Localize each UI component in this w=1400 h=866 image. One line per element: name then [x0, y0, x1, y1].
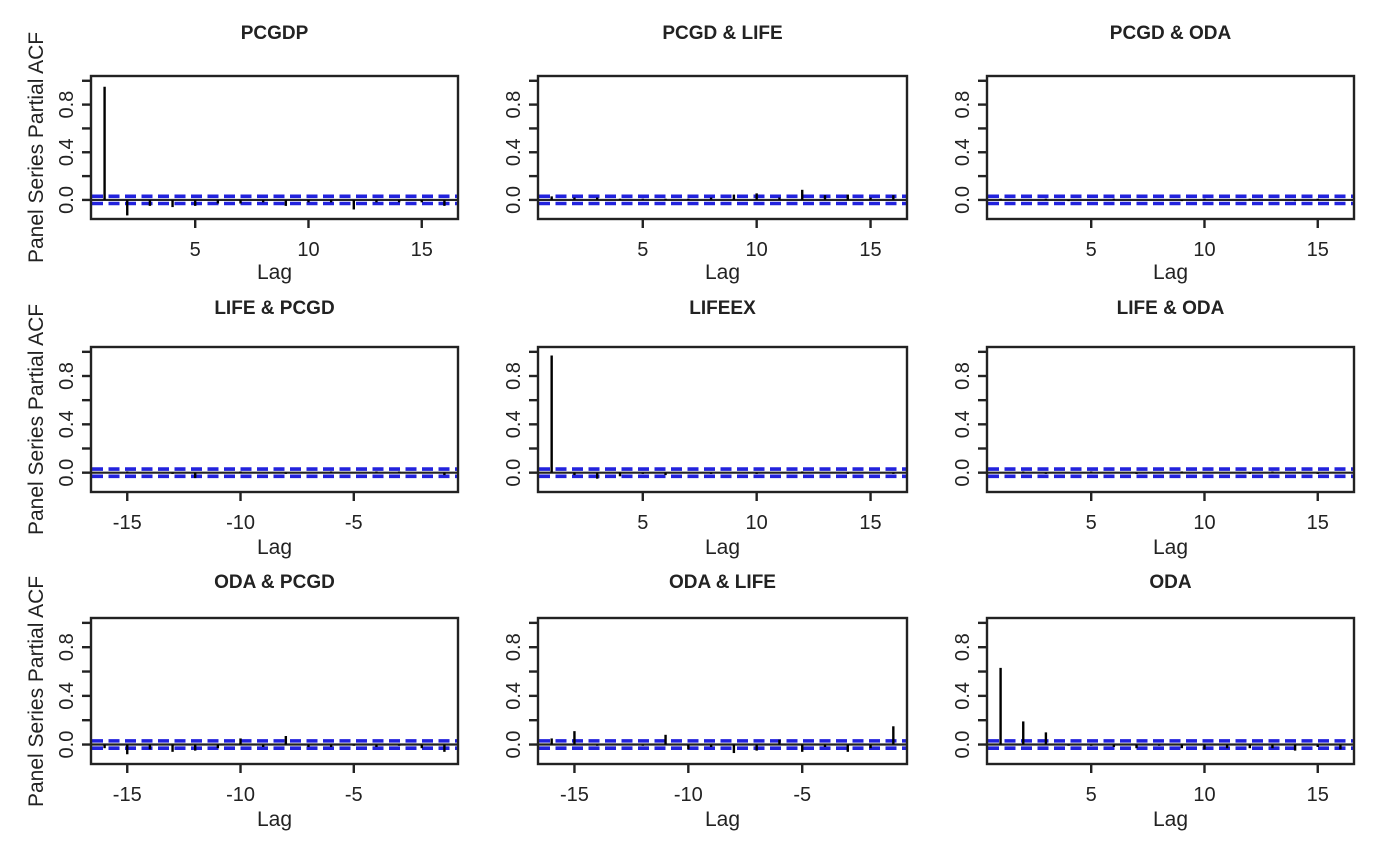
y-tick-label: 0.4: [503, 138, 525, 166]
pacf-panel: 0.0 0.4 0.8 -15 -10 -5: [56, 345, 460, 534]
plot-box: [536, 345, 909, 494]
panel-title: LIFEEX: [689, 298, 756, 319]
y-tick-label: 0.0: [503, 186, 525, 214]
y-tick-label: 0.4: [56, 138, 78, 166]
pacf-panel: 0.0 0.4 0.8 -15 -10 -5: [503, 616, 909, 806]
x-axis-label: Lag: [704, 261, 741, 284]
y-tick-label: 0.0: [503, 731, 525, 759]
x-tick-label: 10: [1193, 512, 1215, 534]
y-axis-label: Panel Series Partial ACF: [25, 31, 48, 263]
pacf-panel: 0.0 0.4 0.8 5 10 15: [952, 616, 1356, 806]
x-tick-label: -5: [345, 784, 363, 806]
y-tick-label: 0.4: [503, 410, 525, 438]
plot-box: [985, 345, 1356, 494]
x-axis-label: Lag: [256, 536, 293, 559]
x-tick-label: -15: [113, 512, 142, 534]
y-axis-label: Panel Series Partial ACF: [25, 575, 48, 807]
panel-title: PCGDP: [240, 23, 309, 44]
x-tick-label: 5: [1086, 239, 1097, 261]
pacf-panel: 0.0 0.4 0.8 5 10 15: [952, 345, 1356, 534]
x-tick-label: -10: [674, 784, 703, 806]
y-tick-label: 0.0: [503, 459, 525, 487]
x-tick-label: 15: [859, 512, 881, 534]
pacf-panel: 0.0 0.4 0.8 5 10 15: [503, 345, 909, 534]
y-tick-label: 0.0: [56, 459, 78, 487]
y-tick-label: 0.8: [56, 633, 78, 661]
y-tick-label: 0.0: [952, 459, 974, 487]
y-tick-label: 0.4: [503, 682, 525, 710]
y-tick-label: 0.8: [503, 362, 525, 390]
plot-box: [89, 345, 460, 494]
y-tick-label: 0.8: [503, 633, 525, 661]
x-tick-label: 15: [1307, 784, 1329, 806]
x-tick-label: 15: [1307, 239, 1329, 261]
y-tick-label: 0.0: [952, 186, 974, 214]
panel-title: PCGD & LIFE: [662, 23, 783, 44]
y-tick-label: 0.8: [503, 91, 525, 119]
panel-title: LIFE & PCGD: [214, 298, 335, 319]
x-tick-label: -15: [560, 784, 589, 806]
plot-box: [536, 74, 909, 221]
x-tick-label: 15: [411, 239, 433, 261]
y-tick-label: 0.8: [56, 362, 78, 390]
x-axis-label: Lag: [256, 261, 293, 284]
pacf-panel: 0.0 0.4 0.8 -15 -10 -5: [56, 616, 460, 806]
plot-box: [89, 616, 460, 766]
x-tick-label: 5: [637, 239, 648, 261]
x-tick-label: -15: [113, 784, 142, 806]
pacf-panel: 0.0 0.4 0.8 5 10 15: [952, 74, 1356, 261]
x-axis-label: Lag: [704, 808, 741, 831]
y-tick-label: 0.8: [952, 362, 974, 390]
y-tick-label: 0.0: [56, 731, 78, 759]
x-tick-label: 5: [1086, 784, 1097, 806]
x-tick-label: 15: [859, 239, 881, 261]
panel-title: ODA & LIFE: [669, 572, 776, 593]
x-axis-label: Lag: [1152, 808, 1189, 831]
x-tick-label: 15: [1307, 512, 1329, 534]
y-tick-label: 0.0: [952, 731, 974, 759]
x-tick-label: -5: [793, 784, 811, 806]
x-tick-label: -10: [226, 784, 255, 806]
pacf-panel: 0.0 0.4 0.8 5 10 15: [503, 74, 909, 261]
x-tick-label: 10: [297, 239, 319, 261]
y-axis-label: Panel Series Partial ACF: [25, 303, 48, 535]
y-tick-label: 0.0: [56, 186, 78, 214]
x-tick-label: 10: [1193, 239, 1215, 261]
x-tick-label: 5: [190, 239, 201, 261]
x-axis-label: Lag: [1152, 536, 1189, 559]
panel-title: ODA & PCGD: [214, 572, 335, 593]
y-tick-label: 0.8: [952, 91, 974, 119]
panel-title: ODA: [1149, 572, 1192, 593]
panel-title: LIFE & ODA: [1116, 298, 1225, 319]
x-tick-label: 10: [746, 512, 768, 534]
y-tick-label: 0.4: [952, 682, 974, 710]
plot-box: [536, 616, 909, 766]
y-tick-label: 0.4: [56, 682, 78, 710]
y-tick-label: 0.4: [56, 410, 78, 438]
x-tick-label: 10: [1193, 784, 1215, 806]
plot-box: [985, 616, 1356, 766]
x-tick-label: 10: [746, 239, 768, 261]
plot-box: [89, 74, 460, 221]
x-tick-label: 5: [637, 512, 648, 534]
y-tick-label: 0.4: [952, 410, 974, 438]
y-tick-label: 0.8: [952, 633, 974, 661]
x-tick-label: -5: [345, 512, 363, 534]
x-axis-label: Lag: [1152, 261, 1189, 284]
x-axis-label: Lag: [256, 808, 293, 831]
y-tick-label: 0.8: [56, 91, 78, 119]
x-tick-label: 5: [1086, 512, 1097, 534]
plot-box: [985, 74, 1356, 221]
y-tick-label: 0.4: [952, 138, 974, 166]
panel-title: PCGD & ODA: [1109, 23, 1232, 44]
x-tick-label: -10: [226, 512, 255, 534]
pacf-panel: 0.0 0.4 0.8 5 10 15: [56, 74, 460, 261]
x-axis-label: Lag: [704, 536, 741, 559]
